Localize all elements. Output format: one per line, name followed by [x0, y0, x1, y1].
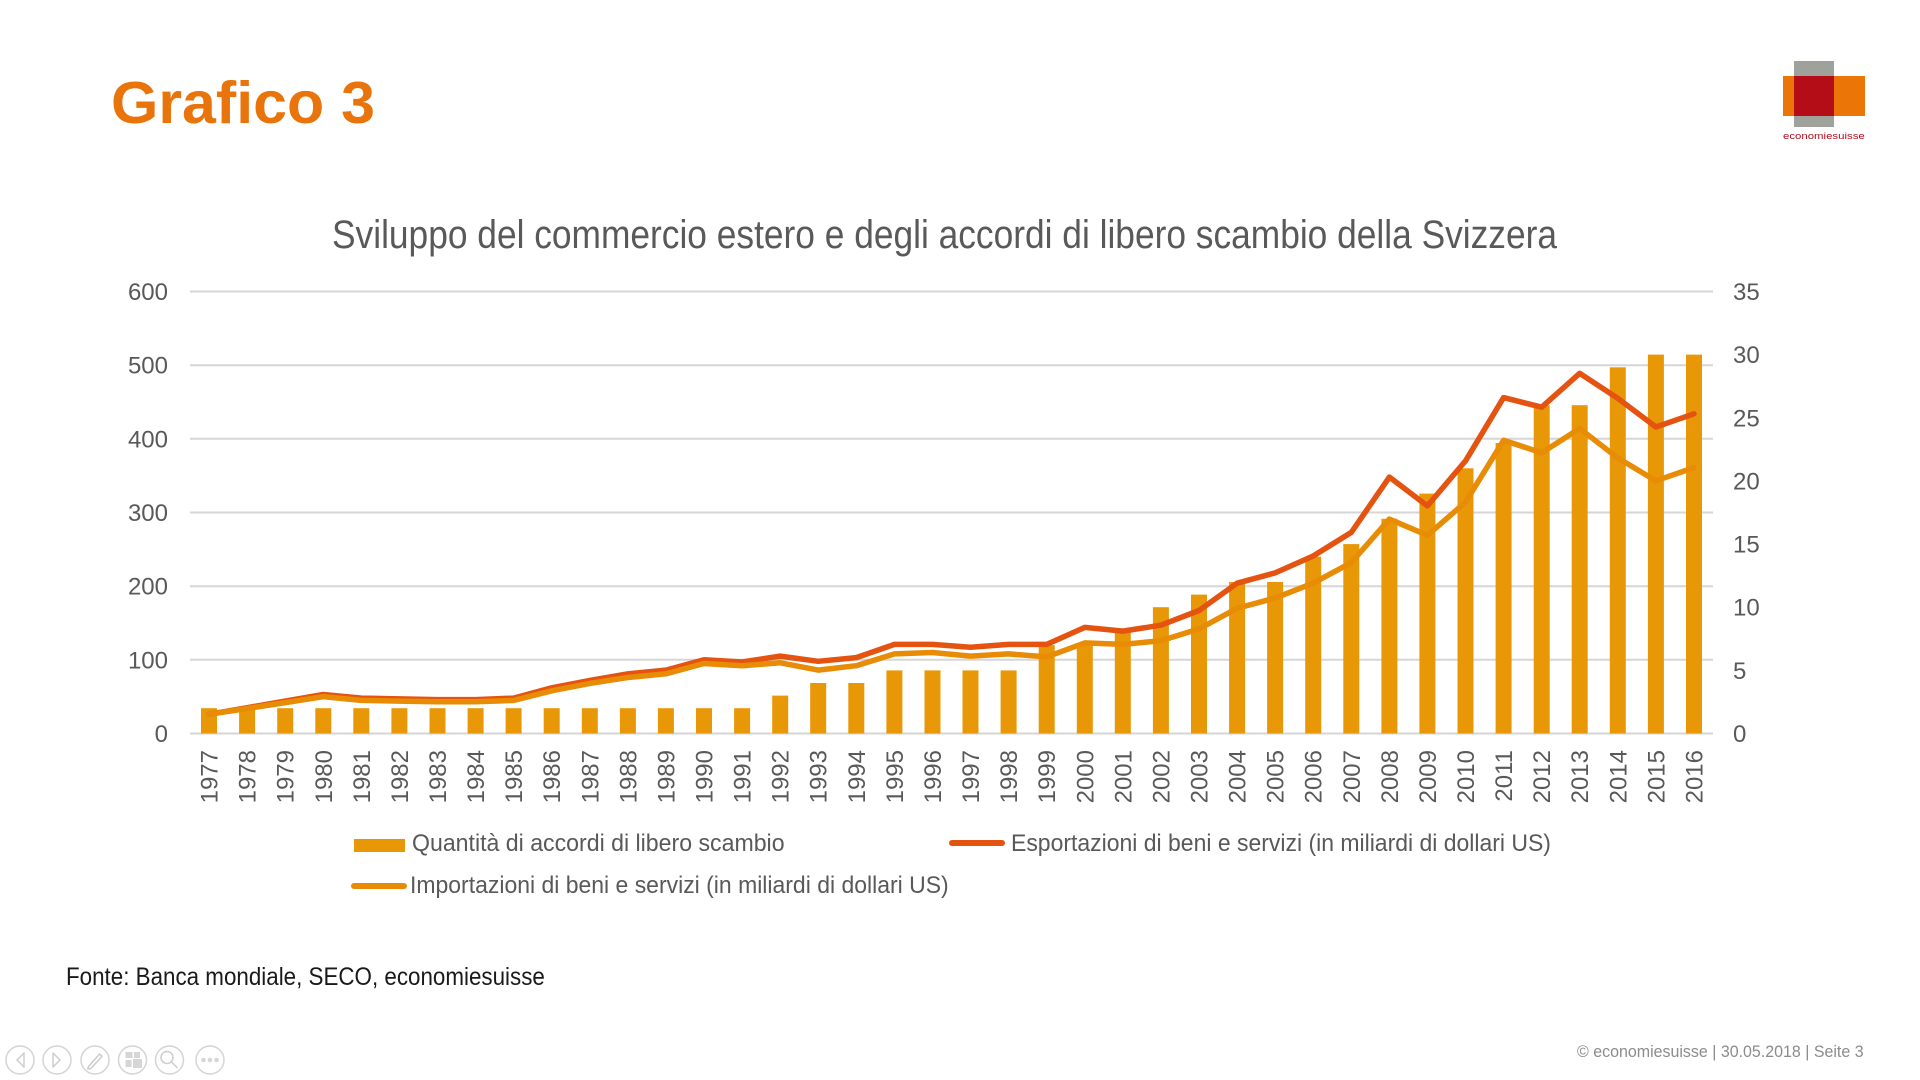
svg-text:400: 400 [128, 426, 168, 453]
svg-text:1984: 1984 [463, 750, 490, 803]
svg-text:0: 0 [1733, 721, 1746, 748]
svg-text:1996: 1996 [920, 750, 947, 803]
svg-text:1992: 1992 [768, 750, 795, 803]
svg-text:1999: 1999 [1034, 750, 1061, 803]
svg-text:1995: 1995 [882, 750, 909, 803]
svg-text:1983: 1983 [425, 750, 452, 803]
svg-text:1989: 1989 [653, 750, 680, 803]
svg-text:1987: 1987 [577, 750, 604, 803]
svg-text:15: 15 [1733, 532, 1760, 559]
svg-text:2006: 2006 [1301, 750, 1328, 803]
svg-text:2013: 2013 [1567, 750, 1594, 803]
svg-text:2010: 2010 [1453, 750, 1480, 803]
svg-text:1991: 1991 [730, 750, 757, 803]
svg-text:2001: 2001 [1110, 750, 1137, 803]
svg-text:2007: 2007 [1339, 750, 1366, 803]
svg-text:1981: 1981 [349, 750, 376, 803]
svg-text:2009: 2009 [1415, 750, 1442, 803]
svg-text:35: 35 [1733, 279, 1760, 306]
svg-text:2000: 2000 [1072, 750, 1099, 803]
svg-text:2012: 2012 [1529, 750, 1556, 803]
svg-text:300: 300 [128, 500, 168, 527]
svg-text:2015: 2015 [1643, 750, 1670, 803]
svg-text:2016: 2016 [1682, 750, 1709, 803]
svg-text:1988: 1988 [615, 750, 642, 803]
svg-text:2011: 2011 [1491, 750, 1518, 802]
svg-text:30: 30 [1733, 342, 1760, 369]
svg-text:1997: 1997 [958, 750, 985, 803]
svg-text:200: 200 [128, 574, 168, 601]
svg-text:1994: 1994 [844, 750, 871, 803]
svg-text:20: 20 [1733, 468, 1760, 495]
svg-text:1982: 1982 [387, 750, 414, 803]
svg-text:500: 500 [128, 353, 168, 380]
svg-text:5: 5 [1733, 658, 1746, 685]
svg-text:1978: 1978 [235, 750, 262, 803]
svg-text:2008: 2008 [1377, 750, 1404, 803]
svg-text:1986: 1986 [539, 750, 566, 803]
svg-text:0: 0 [155, 721, 168, 748]
svg-text:600: 600 [128, 279, 168, 306]
svg-text:1990: 1990 [692, 750, 719, 803]
svg-text:25: 25 [1733, 405, 1760, 432]
svg-text:2002: 2002 [1148, 750, 1175, 803]
svg-text:1993: 1993 [806, 750, 833, 803]
svg-text:1980: 1980 [311, 750, 338, 803]
svg-text:1998: 1998 [996, 750, 1023, 803]
svg-text:10: 10 [1733, 595, 1760, 622]
svg-text:1985: 1985 [501, 750, 528, 803]
svg-text:2014: 2014 [1605, 750, 1632, 803]
svg-text:2003: 2003 [1187, 750, 1214, 803]
svg-text:1977: 1977 [197, 750, 224, 803]
svg-text:100: 100 [128, 647, 168, 674]
svg-text:2005: 2005 [1263, 750, 1290, 803]
svg-text:2004: 2004 [1225, 750, 1252, 803]
svg-text:1979: 1979 [273, 750, 300, 803]
